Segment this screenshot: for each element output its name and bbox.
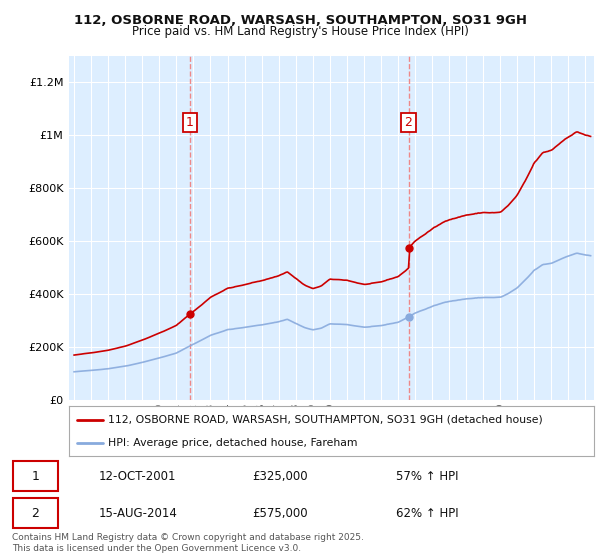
Text: 112, OSBORNE ROAD, WARSASH, SOUTHAMPTON, SO31 9GH: 112, OSBORNE ROAD, WARSASH, SOUTHAMPTON,… bbox=[74, 14, 527, 27]
Text: 15-AUG-2014: 15-AUG-2014 bbox=[99, 507, 178, 520]
Text: £325,000: £325,000 bbox=[252, 470, 308, 483]
FancyBboxPatch shape bbox=[13, 461, 58, 491]
Text: £575,000: £575,000 bbox=[252, 507, 308, 520]
Text: 12-OCT-2001: 12-OCT-2001 bbox=[99, 470, 176, 483]
Text: 112, OSBORNE ROAD, WARSASH, SOUTHAMPTON, SO31 9GH (detached house): 112, OSBORNE ROAD, WARSASH, SOUTHAMPTON,… bbox=[109, 414, 543, 424]
Text: 62% ↑ HPI: 62% ↑ HPI bbox=[396, 507, 458, 520]
Text: HPI: Average price, detached house, Fareham: HPI: Average price, detached house, Fare… bbox=[109, 438, 358, 448]
FancyBboxPatch shape bbox=[13, 498, 58, 528]
Text: Contains HM Land Registry data © Crown copyright and database right 2025.
This d: Contains HM Land Registry data © Crown c… bbox=[12, 533, 364, 553]
Text: 1: 1 bbox=[31, 470, 40, 483]
Text: 2: 2 bbox=[404, 116, 412, 129]
Text: 57% ↑ HPI: 57% ↑ HPI bbox=[396, 470, 458, 483]
Text: Price paid vs. HM Land Registry's House Price Index (HPI): Price paid vs. HM Land Registry's House … bbox=[131, 25, 469, 38]
Text: 1: 1 bbox=[186, 116, 194, 129]
Text: 2: 2 bbox=[31, 507, 40, 520]
